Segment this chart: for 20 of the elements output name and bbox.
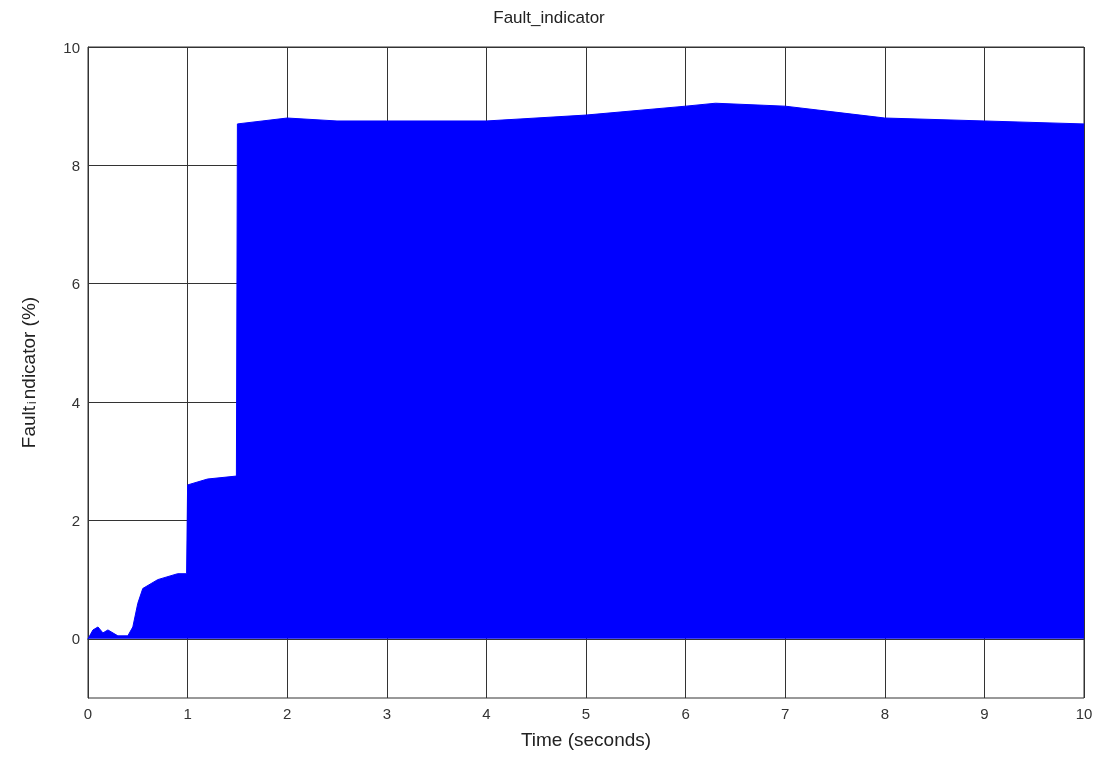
x-tick-label: 0: [83, 705, 93, 722]
y-tick-label: 2: [71, 511, 80, 529]
x-axis-title: Time (seconds): [520, 729, 652, 750]
x-tick-label: 6: [681, 705, 690, 722]
x-tick-label: 5: [581, 705, 591, 722]
x-tick-label: 9: [980, 705, 989, 722]
y-tick-label: 0: [71, 630, 80, 648]
x-tick-label: 8: [880, 705, 889, 722]
x-tick-label: 1: [183, 705, 192, 722]
x-tick-label: 4: [482, 705, 491, 722]
x-tick-label: 3: [382, 705, 391, 722]
y-tick-label: 8: [71, 156, 80, 174]
y-tick-label: 4: [71, 393, 80, 411]
y-tick-label: 10: [63, 38, 80, 56]
x-tick-label: 7: [781, 705, 790, 722]
y-tick-label: 6: [71, 275, 80, 293]
x-tick-label: 10: [1075, 705, 1093, 722]
chart-title: Fault_indicator: [493, 8, 606, 27]
x-tick-label: 2: [283, 705, 292, 722]
y-axis-title: Faultindicator (%): [18, 296, 39, 449]
